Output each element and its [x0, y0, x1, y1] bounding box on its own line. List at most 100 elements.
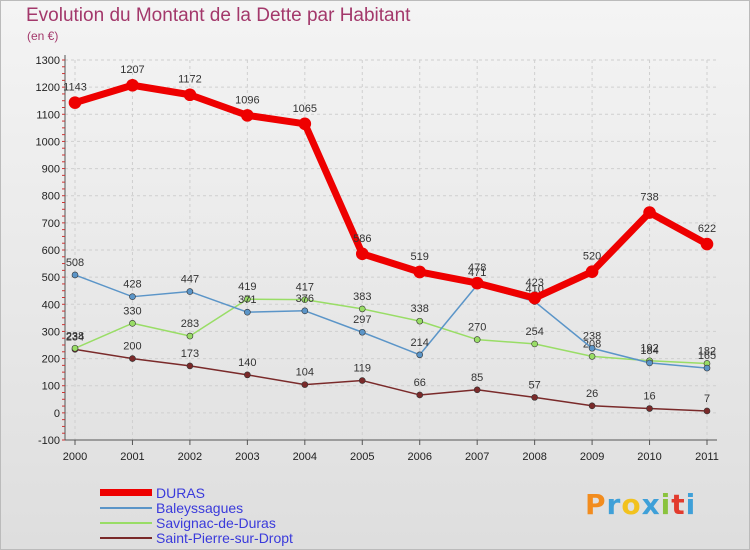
- data-label: 200: [123, 341, 141, 353]
- y-tick-label: 900: [42, 164, 60, 176]
- y-tick-label: 0: [54, 408, 60, 420]
- data-label: 85: [471, 372, 483, 384]
- y-tick-label: 700: [42, 218, 60, 230]
- legend-label: DURAS: [156, 484, 206, 501]
- data-label: 238: [66, 330, 84, 342]
- data-point: [646, 405, 653, 412]
- data-label: 165: [698, 350, 716, 362]
- data-point: [244, 295, 251, 303]
- data-label: 1065: [293, 103, 317, 115]
- data-label: 1172: [178, 74, 202, 86]
- data-point: [298, 117, 312, 131]
- data-label: 419: [238, 281, 256, 293]
- y-tick-label: 300: [42, 326, 60, 338]
- x-tick-label: 2010: [637, 451, 661, 463]
- data-label: 520: [583, 251, 601, 263]
- data-label: 26: [586, 388, 598, 400]
- data-point: [126, 78, 139, 92]
- y-tick-label: 100: [42, 381, 60, 393]
- x-tick-label: 2003: [235, 451, 259, 463]
- data-label: 622: [698, 223, 716, 235]
- series-line: [73, 81, 709, 302]
- data-label: 173: [181, 348, 199, 360]
- data-point: [301, 381, 309, 388]
- data-label: 57: [529, 379, 541, 391]
- x-tick-label: 2008: [522, 451, 546, 463]
- logo-letter: i: [685, 488, 697, 521]
- data-label: 423: [525, 277, 543, 289]
- logo-letter: x: [641, 488, 661, 521]
- data-point: [186, 332, 194, 340]
- x-tick-label: 2004: [293, 451, 317, 463]
- data-label: 140: [238, 357, 256, 369]
- data-label: 447: [181, 274, 199, 286]
- y-tick-label: 1000: [36, 136, 60, 148]
- data-label: 1207: [120, 64, 144, 76]
- data-label: 586: [353, 233, 371, 245]
- logo-letter: o: [621, 488, 642, 521]
- legend-label: Baleyssagues: [156, 499, 244, 516]
- data-label: 238: [583, 330, 601, 342]
- x-tick-label: 2002: [178, 451, 202, 463]
- data-point: [528, 291, 541, 305]
- legend-label: Savignac-de-Duras: [156, 514, 276, 531]
- data-point: [531, 340, 538, 348]
- data-label: 270: [468, 322, 486, 334]
- data-label: 376: [296, 293, 314, 305]
- data-point: [244, 371, 251, 379]
- data-label: 1143: [63, 82, 87, 94]
- legend-swatch: [100, 536, 152, 539]
- data-point: [129, 319, 136, 327]
- series-line: [74, 298, 708, 365]
- data-point: [703, 407, 711, 415]
- legend-swatch: [100, 506, 152, 509]
- y-tick-label: 1200: [36, 82, 60, 94]
- legend-swatch: [100, 521, 152, 524]
- data-label: 428: [123, 279, 141, 291]
- data-label: 192: [640, 343, 658, 355]
- data-point: [183, 88, 197, 102]
- data-point: [129, 293, 136, 300]
- data-point: [244, 308, 251, 316]
- data-point: [588, 344, 596, 352]
- data-label: 104: [296, 367, 314, 379]
- x-tick-label: 2009: [580, 451, 604, 463]
- data-label: 16: [643, 391, 655, 403]
- data-label: 738: [640, 192, 658, 204]
- logo-letter: i: [660, 488, 672, 521]
- data-point: [68, 96, 82, 109]
- data-point: [358, 328, 366, 336]
- data-label: 508: [66, 257, 84, 269]
- data-point: [473, 386, 481, 394]
- x-tick-label: 2000: [63, 451, 87, 463]
- data-label: 7: [704, 393, 710, 405]
- x-tick-label: 2007: [465, 451, 489, 463]
- data-point: [473, 336, 481, 343]
- data-label: 330: [123, 305, 141, 317]
- y-tick-label: 1100: [36, 109, 60, 121]
- x-tick-label: 2006: [407, 451, 431, 463]
- chart-subtitle: (en €): [27, 29, 59, 43]
- legend-label: Saint-Pierre-sur-Dropt: [156, 529, 293, 546]
- data-point: [700, 237, 714, 251]
- data-point: [416, 317, 424, 325]
- y-tick-label: 200: [42, 354, 60, 366]
- proxiti-logo: Proxiti: [585, 488, 696, 521]
- x-tick-label: 2011: [695, 451, 719, 463]
- data-label: 119: [353, 363, 371, 375]
- data-label: 283: [181, 318, 199, 330]
- data-point: [301, 296, 309, 303]
- data-label: 1096: [235, 94, 259, 106]
- data-label: 182: [698, 345, 716, 357]
- data-point: [129, 355, 136, 362]
- data-point: [413, 265, 427, 279]
- x-tick-label: 2005: [350, 451, 374, 463]
- logo-letter: P: [585, 488, 607, 521]
- legend-item: DURAS: [100, 484, 293, 501]
- data-point: [703, 364, 711, 372]
- chart-title: Evolution du Montant de la Dette par Hab…: [26, 5, 411, 26]
- data-label: 471: [468, 267, 486, 279]
- x-tick-label: 2001: [120, 451, 144, 463]
